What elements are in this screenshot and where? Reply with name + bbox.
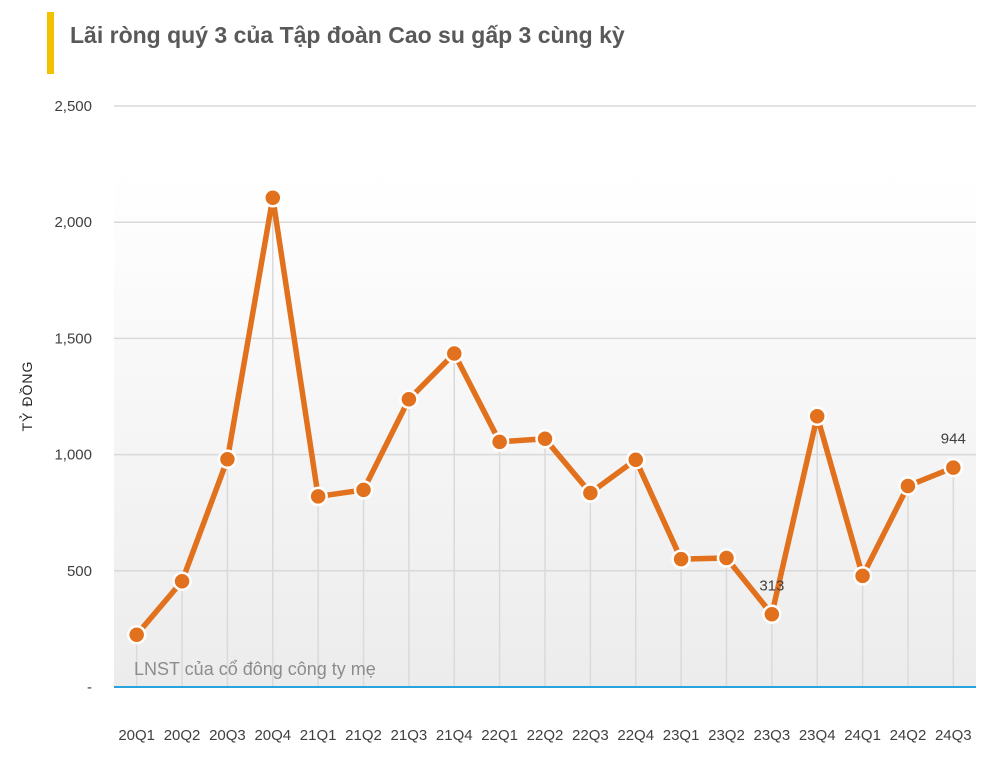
- x-tick-label: 21Q4: [436, 727, 473, 744]
- data-point: [172, 571, 192, 592]
- data-point: [353, 480, 374, 500]
- data-label: 313: [759, 577, 784, 594]
- y-tick-label: 2,500: [54, 98, 92, 115]
- data-point: [580, 483, 601, 503]
- data-point: [943, 457, 964, 478]
- x-tick-label: 23Q4: [799, 727, 836, 744]
- data-point: [489, 432, 510, 452]
- y-tick-label: 1,000: [54, 447, 92, 464]
- y-tick-label: 2,000: [54, 214, 92, 231]
- x-tick-label: 23Q1: [663, 727, 700, 744]
- data-point: [898, 476, 918, 496]
- title-accent-bar: [47, 12, 54, 74]
- x-tick-label: 21Q2: [345, 727, 382, 744]
- x-tick-label: 20Q2: [164, 727, 201, 744]
- data-point: [807, 406, 827, 427]
- x-tick-label: 21Q1: [300, 727, 337, 744]
- data-point: [126, 624, 147, 645]
- x-tick-label: 24Q3: [935, 727, 972, 744]
- x-tick-label: 22Q2: [527, 727, 564, 744]
- series-annotation: LNST của cổ đông công ty mẹ: [134, 659, 376, 679]
- x-tick-label: 22Q4: [617, 727, 654, 744]
- x-tick-label: 24Q2: [890, 727, 927, 744]
- data-point: [762, 604, 782, 625]
- x-tick-label: 20Q4: [254, 727, 291, 744]
- data-point: [263, 188, 283, 208]
- data-point: [625, 449, 646, 470]
- data-point: [399, 389, 419, 410]
- data-point: [852, 566, 873, 586]
- y-axis-label: TỶ ĐỒNG: [18, 361, 35, 432]
- x-tick-label: 23Q2: [708, 727, 745, 744]
- data-point: [716, 548, 737, 568]
- x-tick-label: 24Q1: [844, 727, 881, 744]
- x-tick-label: 22Q1: [481, 727, 518, 744]
- data-label: 944: [941, 431, 966, 448]
- y-tick-label: 1,500: [54, 330, 92, 347]
- data-point: [217, 449, 238, 469]
- x-tick-label: 22Q3: [572, 727, 609, 744]
- x-tick-label: 20Q3: [209, 727, 246, 744]
- data-point: [671, 549, 691, 569]
- x-tick-label: 20Q1: [118, 727, 155, 744]
- x-tick-label: 23Q3: [753, 727, 790, 744]
- data-point: [535, 429, 555, 449]
- chart-title: Lãi ròng quý 3 của Tập đoàn Cao su gấp 3…: [70, 22, 625, 48]
- data-point: [308, 486, 328, 507]
- y-tick-label: 500: [67, 563, 92, 580]
- data-point: [444, 343, 465, 364]
- x-tick-label: 21Q3: [391, 727, 428, 744]
- y-tick-label: -: [87, 679, 92, 696]
